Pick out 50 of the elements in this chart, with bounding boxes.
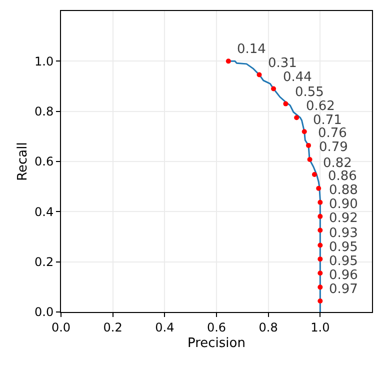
point <box>318 298 323 304</box>
point <box>306 142 311 148</box>
point <box>312 172 317 178</box>
annotation: 0.71 <box>313 113 342 128</box>
point <box>318 270 323 276</box>
point <box>316 186 322 191</box>
y-tick-label: 0.2 <box>34 255 54 270</box>
annotation: 0.95 <box>329 254 358 269</box>
x-tick-label: 0.4 <box>155 320 174 334</box>
y-tick-label: 1.0 <box>34 54 54 68</box>
annotation: 0.55 <box>295 85 324 100</box>
x-tick-label: 1.0 <box>310 320 330 334</box>
x-tick-label: 0.2 <box>103 320 122 334</box>
annotation: 0.44 <box>283 70 312 85</box>
annotation: 0.79 <box>319 140 348 155</box>
point <box>318 200 323 205</box>
point <box>318 242 323 248</box>
point <box>256 72 262 78</box>
annotation: 0.14 <box>237 42 266 57</box>
annotation: 0.97 <box>329 282 358 297</box>
point <box>318 256 323 262</box>
point <box>318 214 323 219</box>
x-tick-label: 0.8 <box>258 320 278 334</box>
annotation: 0.82 <box>323 156 352 171</box>
point <box>307 156 312 162</box>
annotation: 0.86 <box>328 169 357 184</box>
annotation: 0.88 <box>329 183 358 198</box>
point <box>318 284 323 290</box>
point <box>271 86 276 92</box>
annotation: 0.62 <box>306 99 335 114</box>
y-tick-label: 0.0 <box>34 305 54 320</box>
y-tick-label: 0.8 <box>34 104 54 119</box>
y-tick-label: 0.4 <box>34 204 54 219</box>
y-tick-label: 0.6 <box>34 154 54 169</box>
annotation: 0.90 <box>329 197 358 212</box>
annotation: 0.76 <box>318 126 347 141</box>
x-tick-label: 0.0 <box>51 320 71 334</box>
point <box>318 228 323 233</box>
x-tick-label: 0.6 <box>206 320 226 334</box>
x-axis-title: Precision <box>187 336 246 351</box>
annotation: 0.96 <box>329 268 358 283</box>
point <box>283 101 288 106</box>
annotation: 0.31 <box>268 56 297 71</box>
point <box>302 129 307 134</box>
point <box>294 115 300 120</box>
y-axis-title: Recall <box>15 142 30 181</box>
annotation: 0.93 <box>329 226 358 241</box>
point <box>226 58 231 64</box>
annotation: 0.92 <box>329 211 358 226</box>
annotation: 0.95 <box>329 240 358 255</box>
